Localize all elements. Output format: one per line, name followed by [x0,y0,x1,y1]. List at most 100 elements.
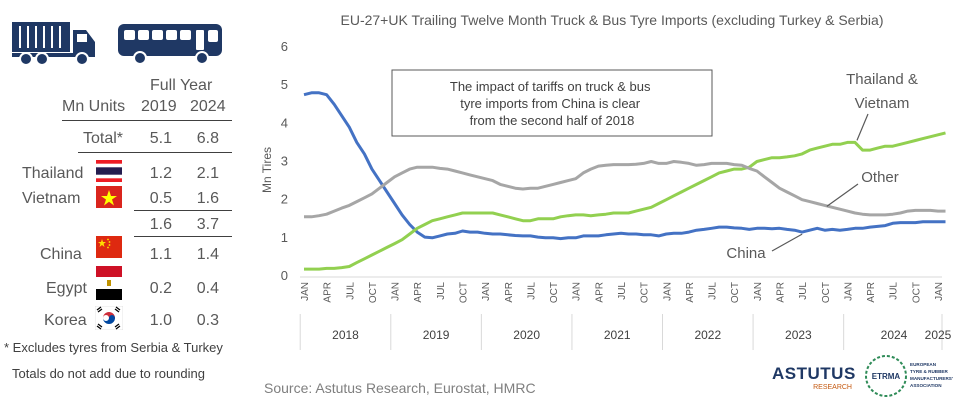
series-label-thailand-vietnam: Thailand & Vietnam [846,71,918,112]
year-label: 2020 [513,328,540,342]
etrma-logo: ETRMA EUROPEAN TYRE & RUBBER MANUFACTURE… [864,352,956,400]
series-line-other [304,160,946,219]
x-tick-label: APR [504,282,515,303]
row-label: Vietnam [22,190,81,207]
x-tick-label: OCT [821,282,832,303]
y-tick-label: 4 [281,115,288,130]
row-2019: 1.1 [149,246,172,263]
thailand-flag-icon [96,160,122,182]
x-tick-label: APR [866,282,877,303]
header-group: Full Year [150,77,213,94]
etrma-logo-text: ETRMA [872,372,901,381]
year-label: 2022 [694,328,721,342]
series-label-other: Other [861,169,899,186]
x-tick-label: OCT [640,282,651,303]
y-tick-label: 5 [281,77,288,92]
korea-flag-icon [95,306,123,330]
leader-line [826,183,859,207]
x-tick-label: JAN [934,282,945,301]
series-label-china: China [726,245,766,262]
x-tick-label: OCT [368,282,379,303]
header-2019: 2019 [141,98,177,115]
x-tick-label: JUL [617,282,628,300]
year-label: 2018 [332,328,359,342]
row-label: Egypt [46,280,87,297]
x-tick-label: OCT [911,282,922,303]
series-line-china [303,91,946,241]
header-units: Mn Units [62,98,126,115]
row-2019: 0.2 [149,280,172,297]
total-2024: 6.8 [196,130,219,147]
x-tick-label: JUL [708,282,719,300]
egypt-flag-icon [96,266,122,300]
leader-line [856,113,869,141]
year-label: 2025 [925,328,952,342]
y-tick-label: 3 [281,154,288,169]
x-tick-label: JAN [481,282,492,301]
x-tick-label: JAN [391,282,402,301]
header-2024: 2024 [190,98,226,115]
bus-icon [116,20,226,66]
divider [62,120,232,121]
vietnam-flag-icon [96,186,122,208]
year-label: 2024 [881,328,908,342]
row-label: Thailand [22,165,84,182]
truck-icon [10,16,98,66]
x-tick-label: JAN [753,282,764,301]
row-2019: 1.2 [149,165,172,182]
row-2024: 2.1 [196,165,219,182]
astutus-logo-text: ASTUTUS [772,364,856,383]
x-tick-label: JUL [798,282,809,300]
divider [134,236,232,237]
x-tick-label: JUL [436,282,447,300]
annotation-box [391,69,713,137]
year-label: 2019 [423,328,450,342]
x-tick-label: JAN [662,282,673,301]
x-tick-label: APR [413,282,424,303]
row-label: Korea [44,312,87,329]
y-tick-label: 6 [281,39,288,54]
row-2024: 0.4 [196,280,219,297]
x-tick-label: APR [685,282,696,303]
total-label: Total* [83,130,124,147]
row-2019: 0.5 [149,190,172,207]
x-tick-label: JAN [843,282,854,301]
astutus-logo-sub: RESEARCH [813,384,852,391]
y-tick-label: 1 [281,230,288,245]
china-flag-icon [96,236,122,258]
row-2024: 0.3 [196,312,219,329]
year-label: 2023 [785,328,812,342]
x-tick-label: APR [776,282,787,303]
annotation-text: The impact of tariffs on truck & bus tyr… [450,79,654,128]
divider [134,210,232,211]
svg-text:EUROPEAN TYRE & RUBBER: EUROPEAN TYRE & RUBBER MANUFACTURERS' AS… [910,362,954,388]
row-2019: 1.0 [149,312,172,329]
leader-line [771,233,803,252]
series-line-thailand-vietnam [304,131,946,271]
chart-ylabel: Mn Tires [260,147,274,193]
row-2024: 1.4 [196,246,219,263]
x-tick-label: OCT [549,282,560,303]
x-tick-label: JAN [300,282,311,301]
subtotal-2024: 3.7 [196,216,219,233]
footnote-excludes: * Excludes tyres from Serbia & Turkey [4,340,223,355]
x-tick-label: OCT [730,282,741,303]
row-label: China [40,246,82,263]
footnote-rounding: Totals do not add due to rounding [12,366,205,381]
x-tick-label: OCT [459,282,470,303]
x-tick-label: JUL [526,282,537,300]
year-label: 2021 [604,328,631,342]
x-tick-label: APR [594,282,605,303]
total-2019: 5.1 [149,130,172,147]
x-tick-label: APR [323,282,334,303]
y-tick-label: 0 [281,268,288,283]
astutus-logo: ASTUTUS RESEARCH [772,364,856,394]
x-tick-label: JAN [572,282,583,301]
subtotal-2019: 1.6 [149,216,172,233]
source-note: Source: Astutus Research, Eurostat, HMRC [264,380,536,396]
y-tick-label: 2 [281,192,288,207]
chart-title: EU-27+UK Trailing Twelve Month Truck & B… [341,12,884,28]
x-tick-label: JUL [345,282,356,300]
x-tick-label: JUL [889,282,900,300]
